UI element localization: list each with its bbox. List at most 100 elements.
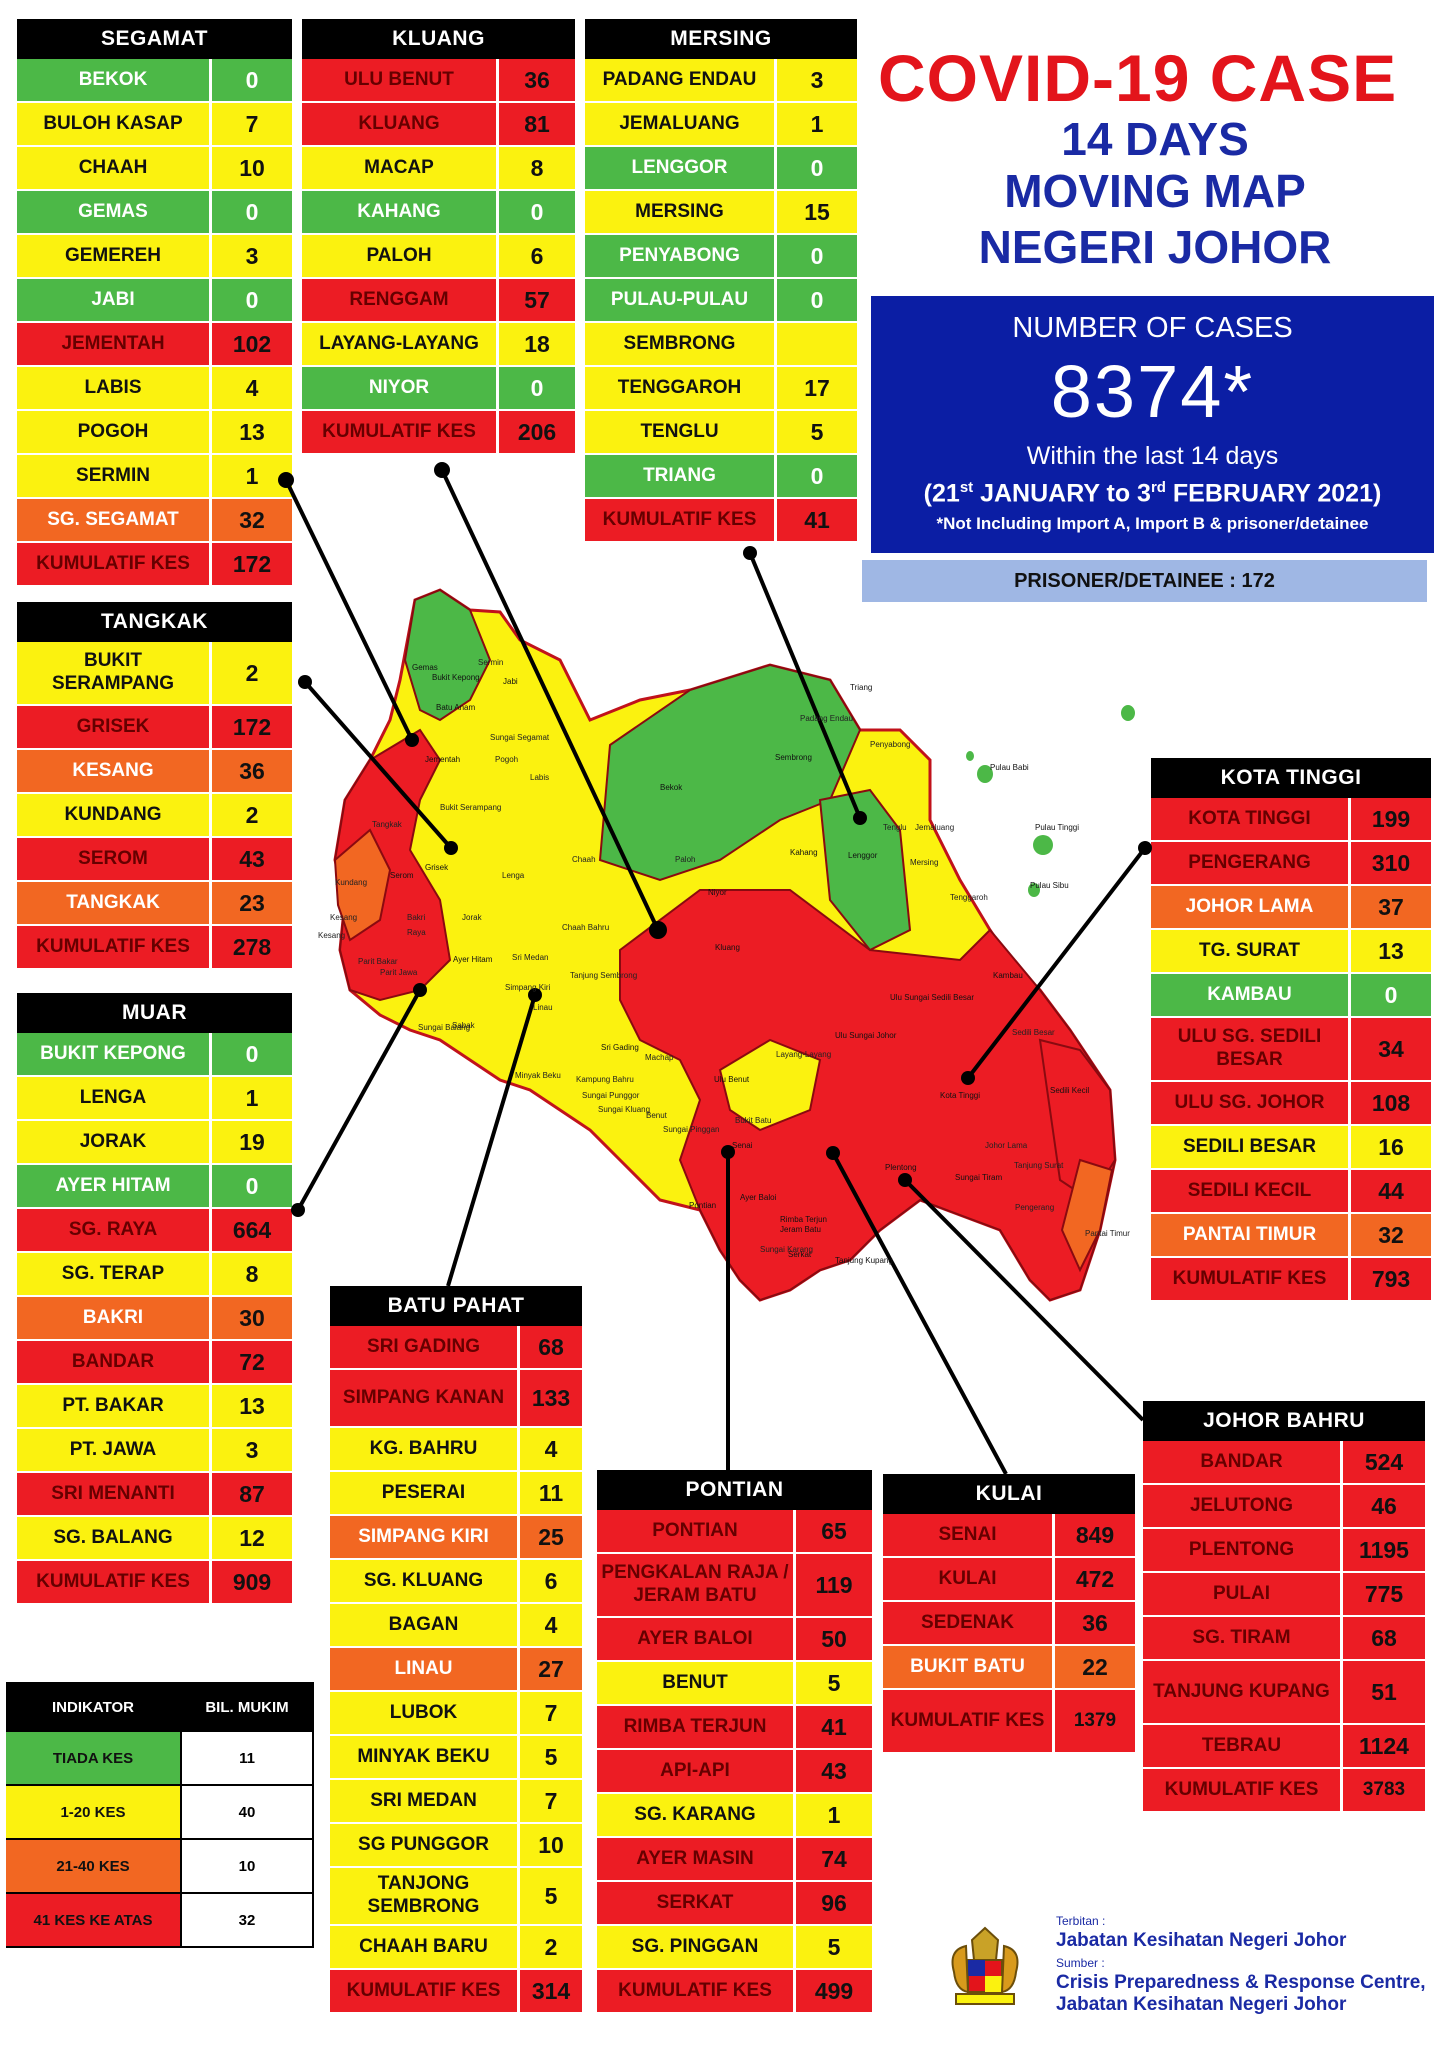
map-place-label: Benut [646, 1111, 668, 1120]
mukim-row: ULU SG. SEDILI BESAR 34 [1151, 1018, 1431, 1082]
mukim-cases: 65 [821, 1517, 847, 1544]
mukim-row: JOHOR LAMA 37 [1151, 886, 1431, 930]
mukim-cases: 1195 [1359, 1536, 1409, 1563]
mukim-cases: 7 [544, 1699, 558, 1726]
mukim-name: TRIANG [585, 455, 777, 497]
mukim-name: KUMULATIF KES [585, 499, 777, 541]
map-place-label: Mersing [910, 858, 938, 867]
mukim-row: KUMULATIF KES 1379 [883, 1690, 1135, 1754]
mukim-row: SEDENAK 36 [883, 1602, 1135, 1646]
mukim-name: PANTAI TIMUR [1151, 1214, 1351, 1256]
map-place-label: Simpang Kiri [505, 983, 551, 992]
mukim-cases: 1 [810, 110, 824, 137]
mukim-row: KAHANG 0 [302, 191, 575, 235]
mukim-row: LENGA 1 [17, 1077, 292, 1121]
map-place-label: Ayer Baloi [740, 1193, 777, 1202]
mukim-name: PALOH [302, 235, 499, 277]
mukim-cases: 36 [524, 66, 550, 93]
mukim-cases: 44 [1378, 1177, 1404, 1204]
mukim-cases: 1 [827, 1801, 841, 1828]
mukim-name: BUKIT KEPONG [17, 1033, 212, 1075]
mukim-cases: 3 [810, 66, 824, 93]
mukim-row: JABI 0 [17, 279, 292, 323]
mukim-cases: 0 [245, 198, 259, 225]
mukim-name: JELUTONG [1143, 1485, 1343, 1527]
mukim-cases: 4 [245, 374, 259, 401]
map-region-east-orange [1060, 1158, 1114, 1273]
legend-count: 32 [182, 1894, 314, 1946]
mukim-cases: 2 [245, 659, 259, 686]
map-place-label: Ayer Hitam [453, 955, 493, 964]
mukim-name: KESANG [17, 750, 212, 792]
mukim-name: TANJUNG KUPANG [1143, 1661, 1343, 1723]
mukim-name: KAMBAU [1151, 974, 1351, 1016]
legend-row: TIADA KES 11 [6, 1732, 314, 1786]
mukim-row: POGOH 13 [17, 411, 292, 455]
mukim-name: SIMPANG KIRI [330, 1516, 520, 1558]
mukim-cases: 1379 [1073, 1710, 1117, 1731]
mukim-row: KUMULATIF KES 278 [17, 926, 292, 970]
map-place-label: Johor Lama [985, 1141, 1028, 1150]
mukim-cases: 27 [538, 1655, 564, 1682]
mukim-cases: 15 [804, 198, 830, 225]
mukim-name: SRI MENANTI [17, 1473, 212, 1515]
mukim-cases: 41 [804, 506, 830, 533]
mukim-cases: 18 [524, 330, 550, 357]
mukim-name: AYER HITAM [17, 1165, 212, 1207]
mukim-row: KOTA TINGGI 199 [1151, 798, 1431, 842]
district-table-mersing: MERSING PADANG ENDAU 3 JEMALUANG 1 LENGGOR 0 ME… [585, 19, 857, 543]
mukim-cases: 68 [1371, 1624, 1397, 1651]
map-place-label: Tangkak [372, 820, 403, 829]
mukim-row: PULAI 775 [1143, 1573, 1425, 1617]
map-place-label: Bukit Batu [735, 1116, 771, 1125]
mukim-row: SRI GADING 68 [330, 1326, 582, 1370]
mukim-name: MACAP [302, 147, 499, 189]
map-place-label: Senai [732, 1141, 753, 1150]
mukim-name: KULAI [883, 1558, 1055, 1600]
leader-dot-mersing-end [853, 811, 867, 825]
legend-row: 1-20 KES 40 [6, 1786, 314, 1840]
mukim-cases: 6 [544, 1567, 558, 1594]
mukim-row: AYER MASIN 74 [597, 1838, 872, 1882]
map-place-label: Pantai Timur [1085, 1229, 1130, 1238]
legend-row: 41 KES KE ATAS 32 [6, 1894, 314, 1948]
mukim-cases: 4 [544, 1435, 558, 1462]
map-place-label: Jeram Batu [780, 1225, 821, 1234]
mukim-row: SERKAT 96 [597, 1882, 872, 1926]
map-place-label: Plentong [885, 1163, 917, 1172]
island-small-1 [966, 751, 974, 761]
mukim-row: KLUANG 81 [302, 103, 575, 147]
leader-tangkak [303, 680, 453, 850]
mukim-name: JEMENTAH [17, 323, 212, 365]
mukim-row: GRISEK 172 [17, 706, 292, 750]
mukim-name: KUMULATIF KES [330, 1970, 520, 2012]
mukim-cases: 5 [544, 1743, 558, 1770]
mukim-row: PESERAI 11 [330, 1472, 582, 1516]
district-header-kota-tinggi: KOTA TINGGI [1151, 758, 1431, 798]
leader-kota-tinggi [966, 846, 1147, 1080]
leader-kluang [440, 469, 660, 931]
title-main: COVID-19 CASE [878, 41, 1398, 115]
map-place-label: Kluang [715, 943, 740, 952]
legend-indicator: TIADA KES [6, 1732, 182, 1784]
mukim-row: SRI MENANTI 87 [17, 1473, 292, 1517]
mukim-cases: 1 [245, 1084, 259, 1111]
mukim-name: SRI GADING [330, 1326, 520, 1368]
credit-block: Terbitan : Jabatan Kesihatan Negeri Joho… [940, 1914, 1448, 2024]
map-place-label: Pengerang [1015, 1203, 1054, 1212]
mukim-name: BUKIT BATU [883, 1646, 1055, 1688]
map-place-label: Sungai Punggor [582, 1091, 640, 1100]
legend-count: 40 [182, 1786, 314, 1838]
mukim-name: TEBRAU [1143, 1725, 1343, 1767]
mukim-cases: 87 [239, 1480, 265, 1507]
mukim-row: KUMULATIF KES 41 [585, 499, 857, 543]
mukim-row: SERMIN 1 [17, 455, 292, 499]
mukim-row: PENYABONG 0 [585, 235, 857, 279]
mukim-cases: 172 [232, 713, 272, 740]
map-place-label: Tanjung Kupang [835, 1256, 893, 1265]
mukim-row: BUKIT KEPONG 0 [17, 1033, 292, 1077]
map-place-label: Serom [390, 871, 414, 880]
leader-segamat [284, 479, 414, 741]
mukim-cases: 0 [810, 286, 824, 313]
